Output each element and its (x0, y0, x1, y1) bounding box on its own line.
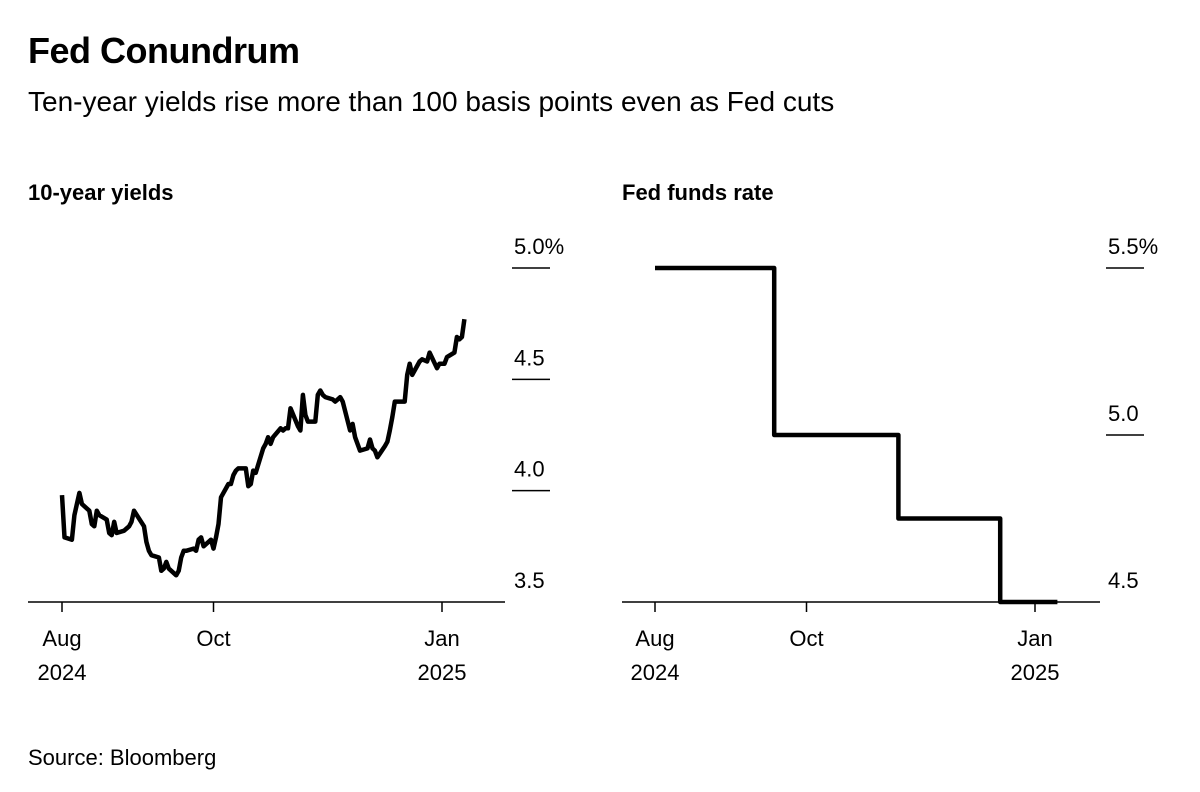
fed-funds-series-line (655, 265, 1058, 605)
yields-x-tick-label: Aug (42, 626, 81, 651)
fed-funds-x-tick-label: Aug (635, 626, 674, 651)
fed-funds-x-tick-label: Jan (1017, 626, 1052, 651)
yields-y-tick-label: 4.0 (514, 457, 545, 482)
fed-funds-x-tick-year: 2024 (631, 660, 680, 685)
fed-funds-y-tick-label: 4.5 (1108, 568, 1139, 593)
yields-y-tick-label: 5.0% (514, 234, 564, 259)
yields-x-tick-year: 2025 (418, 660, 467, 685)
chart-title: Fed Conundrum (28, 30, 300, 71)
fed-funds-x-tick-year: 2025 (1011, 660, 1060, 685)
yields-x-tick-year: 2024 (38, 660, 87, 685)
yields-x-tick-label: Oct (196, 626, 230, 651)
fed-funds-x-tick-label: Oct (789, 626, 823, 651)
yields-x-tick-label: Jan (424, 626, 459, 651)
yields-series-line (59, 318, 467, 578)
yields-y-tick-label: 4.5 (514, 345, 545, 370)
fed-funds-panel-title: Fed funds rate (622, 180, 774, 205)
yields-y-tick-label: 3.5 (514, 568, 545, 593)
fed-funds-y-tick-label: 5.5% (1108, 234, 1158, 259)
yields-panel-title: 10-year yields (28, 180, 174, 205)
chart-subtitle: Ten-year yields rise more than 100 basis… (28, 86, 835, 117)
fed-funds-y-tick-label: 5.0 (1108, 401, 1139, 426)
source-note: Source: Bloomberg (28, 745, 217, 770)
